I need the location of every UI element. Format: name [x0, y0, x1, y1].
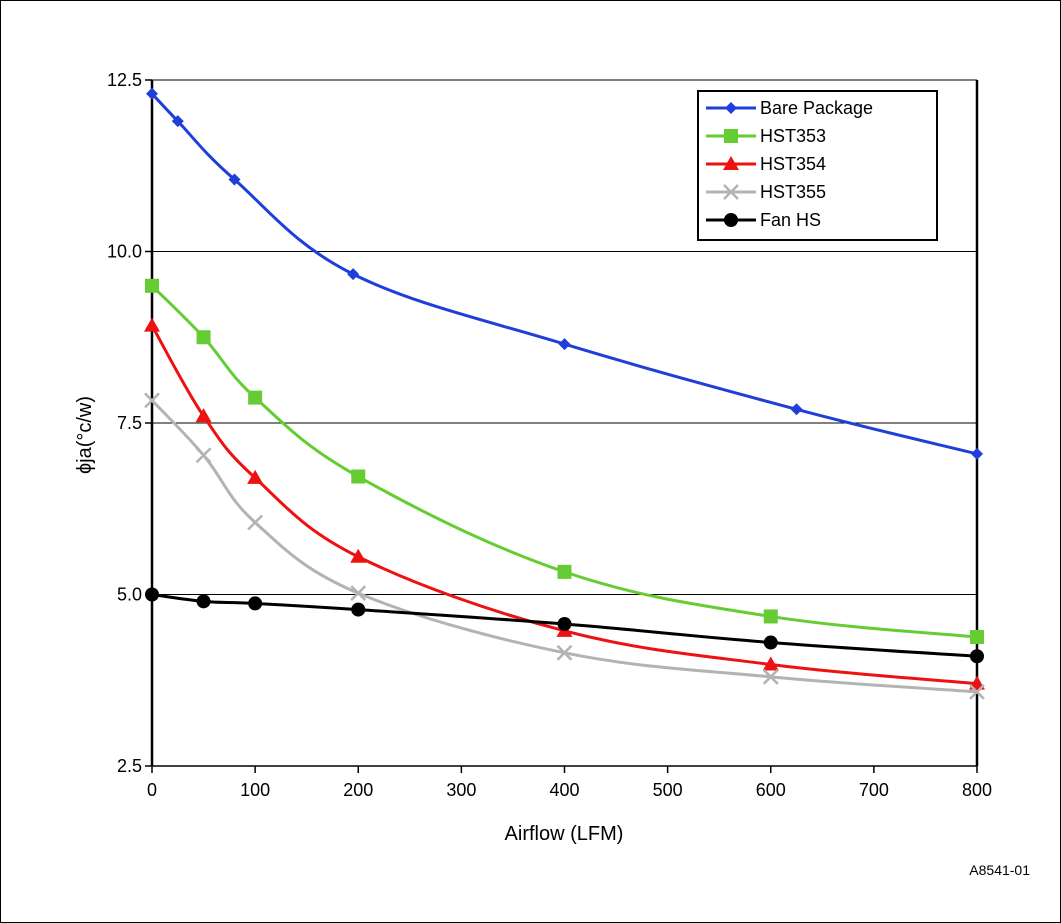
data-point-hst355 — [350, 585, 367, 602]
data-point-fan-hs — [557, 616, 572, 631]
data-point-hst353 — [763, 609, 778, 624]
data-point-hst353 — [351, 469, 366, 484]
data-point-hst353 — [196, 330, 211, 345]
y-axis-title: ϕja(°c/w) — [74, 396, 96, 474]
tick-labels: 2.5 5.0 7.5 10.0 12.5 0 100 200 300 400 500 600 700 8… — [107, 70, 992, 800]
y-tick-label: 7.5 — [117, 413, 142, 433]
legend-item-fan-hs: Fan HS — [706, 210, 821, 230]
x-axis-title: Airflow (LFM) — [505, 823, 624, 845]
y-tick-label: 2.5 — [117, 756, 142, 776]
data-point-hst355 — [144, 392, 160, 409]
data-point-bare-package — [146, 87, 158, 100]
series-layer — [144, 87, 985, 700]
legend-item-hst353: HST353 — [706, 126, 826, 146]
legend-marker-bare-package — [725, 102, 737, 114]
legend-label: HST355 — [760, 182, 826, 202]
series-line-fan-hs — [151, 593, 978, 658]
data-point-fan-hs — [351, 602, 366, 617]
data-point-hst354 — [247, 469, 264, 484]
y-tick-label: 5.0 — [117, 585, 142, 605]
data-point-hst353 — [970, 630, 984, 645]
series-hst354 — [144, 317, 985, 690]
data-point-hst354 — [762, 656, 779, 671]
data-point-fan-hs — [970, 649, 984, 664]
x-tick-label: 100 — [240, 780, 270, 800]
y-tick-label: 12.5 — [107, 70, 142, 90]
legend-marker-hst353 — [724, 129, 738, 143]
data-point-fan-hs — [248, 596, 263, 611]
legend-label: Bare Package — [760, 98, 873, 118]
data-point-hst353 — [145, 278, 159, 293]
data-point-fan-hs — [145, 587, 159, 602]
data-point-hst353 — [248, 390, 263, 405]
data-point-bare-package — [790, 403, 803, 416]
x-tick-label: 800 — [962, 780, 992, 800]
data-point-fan-hs — [196, 594, 211, 609]
series-bare-package — [146, 87, 983, 460]
data-point-hst355 — [969, 684, 985, 700]
data-point-bare-package — [347, 268, 360, 281]
x-tick-label: 200 — [343, 780, 373, 800]
series-line-hst354 — [150, 324, 978, 686]
legend-marker-fan-hs — [724, 213, 738, 227]
legend-marker-hst355 — [723, 184, 739, 200]
data-point-hst353 — [557, 564, 572, 579]
series-hst353 — [145, 278, 984, 645]
figure-id: A8541-01 — [969, 862, 1030, 878]
data-point-bare-package — [558, 338, 571, 351]
legend-item-hst354: HST354 — [706, 154, 826, 174]
legend-label: HST354 — [760, 154, 826, 174]
data-point-hst355 — [195, 447, 212, 464]
x-tick-label: 0 — [147, 780, 157, 800]
legend-label: HST353 — [760, 126, 826, 146]
series-fan-hs — [145, 587, 984, 664]
y-tick-label: 10.0 — [107, 242, 142, 262]
data-point-hst354 — [350, 548, 367, 563]
axes — [145, 79, 979, 773]
x-tick-label: 400 — [549, 780, 579, 800]
legend-label: Fan HS — [760, 210, 821, 230]
data-point-hst355 — [762, 668, 779, 685]
legend-marker-hst354 — [723, 156, 739, 170]
x-tick-label: 700 — [859, 780, 889, 800]
series-line-hst353 — [150, 284, 978, 639]
x-tick-label: 300 — [446, 780, 476, 800]
legend: Bare Package HST353 HST354 HST355 Fan HS — [697, 90, 938, 241]
data-point-hst355 — [556, 644, 573, 661]
series-line-bare-package — [150, 92, 978, 456]
x-tick-label: 500 — [653, 780, 683, 800]
data-point-bare-package — [171, 115, 184, 128]
data-point-hst354 — [144, 317, 160, 332]
data-point-hst354 — [195, 408, 212, 423]
series-hst355 — [144, 392, 985, 700]
data-point-fan-hs — [763, 635, 778, 650]
data-point-bare-package — [971, 447, 983, 460]
x-tick-label: 600 — [756, 780, 786, 800]
legend-item-hst355: HST355 — [706, 182, 826, 202]
data-point-bare-package — [228, 173, 241, 186]
data-point-hst355 — [247, 514, 264, 531]
legend-item-bare-package: Bare Package — [706, 98, 873, 118]
series-line-hst355 — [150, 399, 978, 694]
